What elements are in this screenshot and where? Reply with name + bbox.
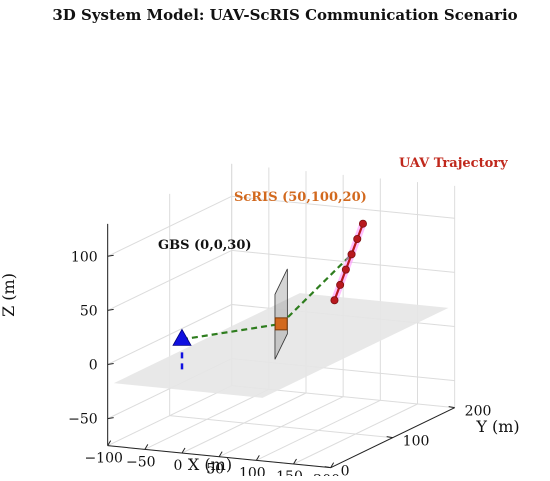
grid-line xyxy=(231,249,455,273)
x-tick-label: 0 xyxy=(174,458,183,474)
x-tick-label: −50 xyxy=(126,454,156,470)
x-tick xyxy=(255,455,260,461)
uav-waypoint-marker xyxy=(358,219,367,228)
uav-trajectory-line xyxy=(333,223,364,301)
x-tick xyxy=(181,447,186,454)
y-tick xyxy=(448,406,455,409)
chart-title: 3D System Model: UAV-ScRIS Communication… xyxy=(52,6,517,24)
gbs-marker xyxy=(172,328,192,346)
y-tick-label: 0 xyxy=(341,464,350,476)
ground-plane xyxy=(113,293,449,398)
uav-waypoint-marker xyxy=(347,250,356,259)
x-tick-label: −100 xyxy=(84,451,122,467)
x-tick xyxy=(293,458,297,465)
z-tick-label: 50 xyxy=(80,303,98,319)
x-tick xyxy=(144,444,149,450)
z-tick-label: 100 xyxy=(71,249,98,265)
gbs-label: GBS (0,0,30) xyxy=(158,238,252,253)
x-tick xyxy=(107,440,112,446)
x-tick-label: 50 xyxy=(206,462,224,476)
grid-line xyxy=(107,304,232,365)
z-tick xyxy=(107,308,114,311)
uav-waypoint-marker xyxy=(341,265,350,274)
scris-label: ScRIS (50,100,20) xyxy=(234,190,367,205)
z-tick xyxy=(107,417,114,420)
grid-line xyxy=(169,415,393,439)
y-tick xyxy=(386,436,393,439)
grid-line xyxy=(231,195,455,219)
grid-line xyxy=(107,195,232,257)
z-tick-label: 0 xyxy=(89,358,98,374)
z-axis-label: Z (m) xyxy=(0,273,18,317)
x-tick-label: 100 xyxy=(239,465,266,476)
y-axis-label: Y (m) xyxy=(475,417,519,436)
x-axis-label: X (m) xyxy=(188,455,232,474)
uav-trajectory-label: UAV Trajectory xyxy=(399,156,508,171)
x-tick-label: 150 xyxy=(276,469,303,476)
ground-plane-layer xyxy=(113,293,449,398)
uav-waypoint-marker xyxy=(353,235,362,244)
x-tick xyxy=(330,462,335,468)
data-layer xyxy=(172,219,367,372)
z-tick-label: −50 xyxy=(68,412,98,428)
uav-waypoint-marker xyxy=(336,280,345,289)
y-tick-label: 100 xyxy=(403,434,430,450)
x-tick xyxy=(218,451,223,457)
z-tick xyxy=(107,363,114,366)
x-tick-label: 200 xyxy=(313,473,340,476)
uav-waypoint-marker xyxy=(330,296,339,305)
y-tick xyxy=(324,466,331,469)
grid-line xyxy=(107,249,232,311)
z-tick xyxy=(107,254,114,257)
annotation-layer: GBS (0,0,30) ScRIS (50,100,20) UAV Traje… xyxy=(158,156,508,253)
scris-panel xyxy=(274,268,288,360)
scris-marker xyxy=(274,317,288,331)
y-tick-label: 200 xyxy=(465,404,492,420)
